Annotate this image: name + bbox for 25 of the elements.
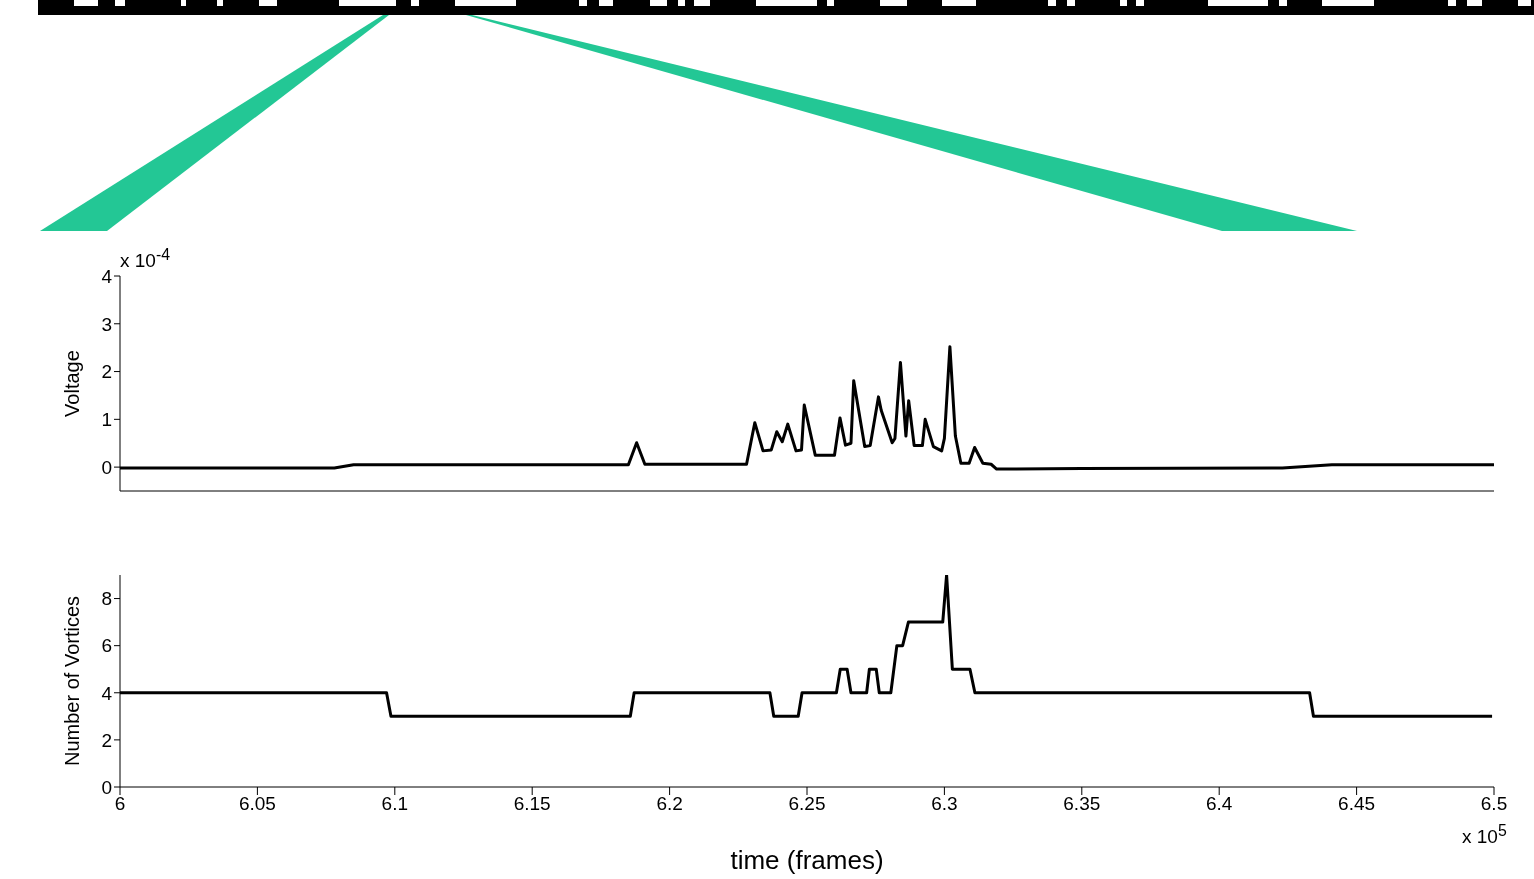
x-tick-label: 6.5 bbox=[1480, 793, 1508, 815]
y-tick-label: 8 bbox=[101, 588, 112, 610]
y-axis-title: Number of Vortices bbox=[61, 595, 84, 767]
y-tick-label: 3 bbox=[101, 313, 112, 335]
x-axis-title: time (frames) bbox=[730, 845, 884, 875]
text: x 10$^{5}$ bbox=[1462, 822, 1507, 849]
x-tick-label: 6.2 bbox=[656, 793, 683, 815]
x-tick-label: 6.3 bbox=[931, 793, 958, 815]
x-tick-label: 6.05 bbox=[238, 793, 276, 815]
y-tick-label: 4 bbox=[101, 682, 113, 704]
y-tick-label: 2 bbox=[101, 361, 112, 383]
y-tick-label: 4 bbox=[101, 265, 113, 287]
y-tick-label: 2 bbox=[101, 729, 112, 751]
x-tick-label: 6.4 bbox=[1205, 793, 1233, 815]
x-tick-label: 6.35 bbox=[1063, 793, 1101, 815]
text: x 10$^{-4}$ bbox=[120, 246, 170, 273]
y-axis-title: Voltage bbox=[61, 350, 84, 417]
y-tick-label: 6 bbox=[101, 635, 112, 657]
x-tick-label: 6.1 bbox=[381, 793, 409, 815]
x-tick-label: 6.25 bbox=[788, 793, 826, 815]
y-tick-label: 0 bbox=[101, 456, 112, 478]
x-tick-label: 6.45 bbox=[1338, 793, 1376, 815]
y-tick-label: 1 bbox=[101, 409, 112, 431]
x-tick-label: 6.15 bbox=[513, 793, 551, 815]
y-tick-label: 0 bbox=[101, 776, 112, 798]
